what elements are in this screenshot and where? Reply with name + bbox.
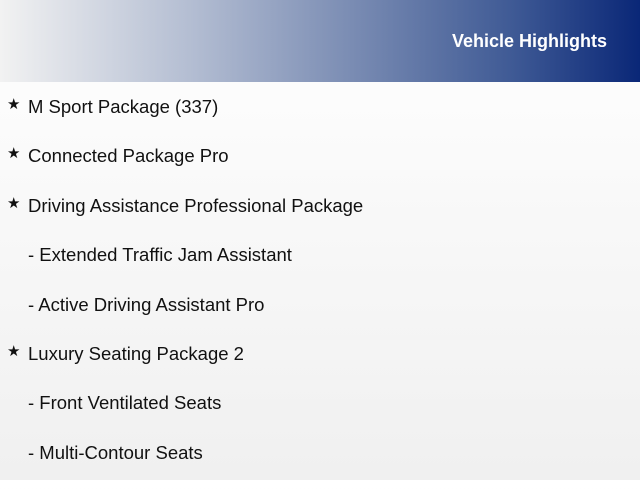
item-text: M Sport Package (337) [28,96,219,117]
star-icon: ★ [7,342,21,360]
list-subitem: - Extended Traffic Jam Assistant [0,242,640,291]
star-icon: ★ [7,96,21,113]
list-subitem: - Multi-Contour Seats [0,440,640,489]
star-icon: ★ [7,145,21,163]
item-text: - Extended Traffic Jam Assistant [28,244,292,266]
item-text: Connected Package Pro [28,145,229,167]
item-text: - Multi-Contour Seats [28,441,203,463]
list-item: ★ Luxury Seating Package 2 [0,341,640,390]
item-text: - Active Driving Assistant Pro [28,293,265,315]
highlights-list: ★ M Sport Package (337) ★ Connected Packag… [0,94,640,489]
header-banner: Vehicle Highlights [0,0,640,82]
list-item: ★ Connected Package Pro [0,143,640,192]
star-icon: ★ [7,194,21,212]
item-text: - Front Ventilated Seats [28,392,222,414]
list-item: ★ M Sport Package (337) [0,94,640,143]
item-text: Driving Assistance Professional Package [28,194,364,216]
page-title: Vehicle Highlights [451,31,607,51]
list-item: ★ Driving Assistance Professional Package [0,193,640,242]
list-subitem: - Active Driving Assistant Pro [0,292,640,341]
list-subitem: - Front Ventilated Seats [0,390,640,439]
item-text: Luxury Seating Package 2 [28,342,244,364]
